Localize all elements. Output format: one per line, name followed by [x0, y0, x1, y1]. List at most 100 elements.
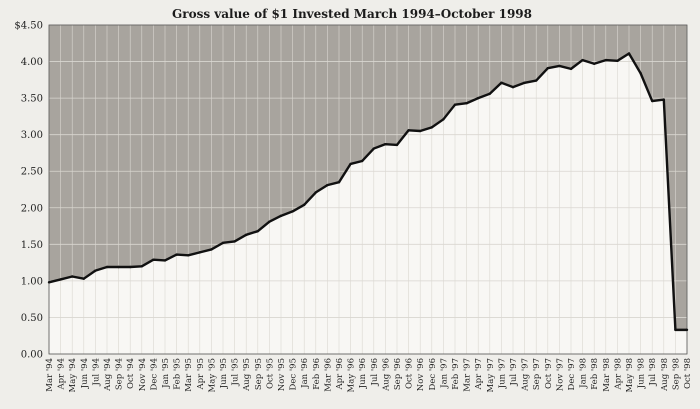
x-tick-label: May '97	[486, 358, 496, 392]
x-tick-label: Sep '95	[254, 358, 264, 390]
x-tick-label: Jun '97	[497, 358, 507, 389]
x-tick-label: Jul '98	[648, 358, 658, 386]
y-tick-label: 0.00	[21, 350, 43, 361]
y-tick-label: 1.00	[21, 276, 43, 287]
data-point	[581, 58, 584, 62]
x-tick-label: Nov '95	[277, 358, 287, 391]
data-point	[674, 328, 677, 332]
x-tick-label: May '94	[68, 358, 78, 392]
x-tick-label: Sep '94	[115, 358, 125, 390]
x-tick-label: May '96	[347, 358, 357, 392]
data-point	[662, 98, 665, 101]
data-point	[419, 129, 422, 133]
data-point	[372, 147, 375, 150]
x-tick-label: Mar '98	[602, 358, 612, 392]
x-tick-label: Oct '94	[126, 358, 136, 389]
x-tick-label: Jun '94	[80, 358, 90, 389]
x-tick-label: Mar '94	[45, 358, 55, 392]
area-fill	[49, 53, 687, 354]
x-tick-label: Mar '95	[184, 358, 194, 392]
data-point	[546, 66, 549, 70]
x-tick-label: Jun '96	[358, 358, 368, 389]
x-tick-label: Mar '97	[463, 358, 473, 392]
data-point	[593, 62, 596, 65]
data-point	[337, 180, 341, 184]
data-point	[349, 162, 352, 166]
data-point	[627, 52, 631, 55]
x-tick-label: Oct '97	[544, 358, 554, 389]
x-tick-label: Jul '96	[370, 358, 380, 386]
data-point	[465, 102, 468, 105]
x-tick-label: Jun '95	[219, 358, 229, 389]
chart-title: Gross value of $1 Invested March 1994–Oc…	[172, 7, 532, 21]
data-point	[639, 72, 642, 75]
y-tick-label: $4.50	[14, 21, 43, 32]
data-point	[152, 258, 155, 261]
x-tick-label: Jun '98	[637, 358, 647, 389]
data-point	[187, 254, 190, 257]
x-tick-label: Apr '97	[474, 358, 484, 391]
plot-frame	[48, 24, 688, 355]
data-point	[407, 129, 410, 132]
x-tick-label: Feb '95	[173, 358, 183, 390]
data-point	[685, 328, 689, 332]
data-point	[488, 92, 491, 95]
data-point	[175, 253, 178, 256]
data-point	[47, 281, 51, 284]
x-tick-label: Nov '96	[416, 358, 426, 391]
data-point	[279, 214, 283, 218]
data-point	[314, 191, 317, 194]
data-point	[94, 269, 97, 272]
y-tick-label: 4.00	[21, 57, 43, 68]
data-point	[477, 96, 480, 100]
data-point	[500, 81, 503, 84]
x-tick-label: Apr '95	[196, 358, 206, 391]
x-tick-label: Feb '98	[590, 358, 600, 390]
data-point	[210, 248, 213, 251]
x-tick-label: Jul '97	[509, 358, 519, 386]
data-point	[221, 241, 225, 245]
data-point	[511, 85, 515, 89]
x-tick-label: Sep '97	[532, 358, 542, 390]
data-point	[558, 64, 561, 68]
x-tick-label: Jul '94	[91, 358, 101, 386]
data-point	[569, 67, 573, 71]
data-point	[616, 59, 619, 63]
data-point	[535, 79, 538, 82]
x-tick-label: Dec '97	[567, 358, 577, 390]
data-point	[71, 275, 74, 278]
data-point	[604, 58, 607, 62]
data-point	[384, 142, 387, 146]
data-point	[291, 210, 294, 213]
data-point	[430, 126, 433, 129]
y-tick-label: 1.50	[21, 240, 43, 251]
x-tick-label: Feb '96	[312, 358, 322, 390]
data-point	[140, 265, 143, 268]
x-tick-label: May '95	[207, 358, 217, 392]
x-tick-label: Sep '98	[671, 358, 681, 390]
x-tick-label: Jan '95	[161, 358, 171, 389]
x-tick-label: Apr '98	[613, 358, 623, 391]
data-point	[105, 265, 109, 269]
x-tick-label: Aug '96	[381, 358, 391, 392]
y-tick-label: 3.00	[21, 130, 43, 141]
data-point	[117, 265, 120, 269]
x-tick-label: Apr '96	[335, 358, 345, 391]
data-point	[651, 99, 654, 103]
y-tick-label: 0.50	[21, 313, 43, 324]
x-tick-label: Oct '96	[405, 358, 415, 389]
x-tick-label: Aug '94	[103, 358, 113, 392]
data-point	[233, 240, 236, 243]
data-point	[198, 251, 201, 254]
data-point	[326, 183, 329, 187]
x-tick-label: Dec '96	[428, 358, 438, 390]
x-tick-label: Aug '98	[660, 358, 670, 392]
data-point	[303, 203, 306, 207]
y-tick-label: 2.00	[21, 203, 43, 214]
x-tick-label: May '98	[625, 358, 635, 392]
data-point	[361, 159, 364, 163]
data-point	[82, 277, 86, 280]
x-tick-label: Jan '96	[300, 358, 310, 389]
x-tick-label: Jul '95	[231, 358, 241, 386]
